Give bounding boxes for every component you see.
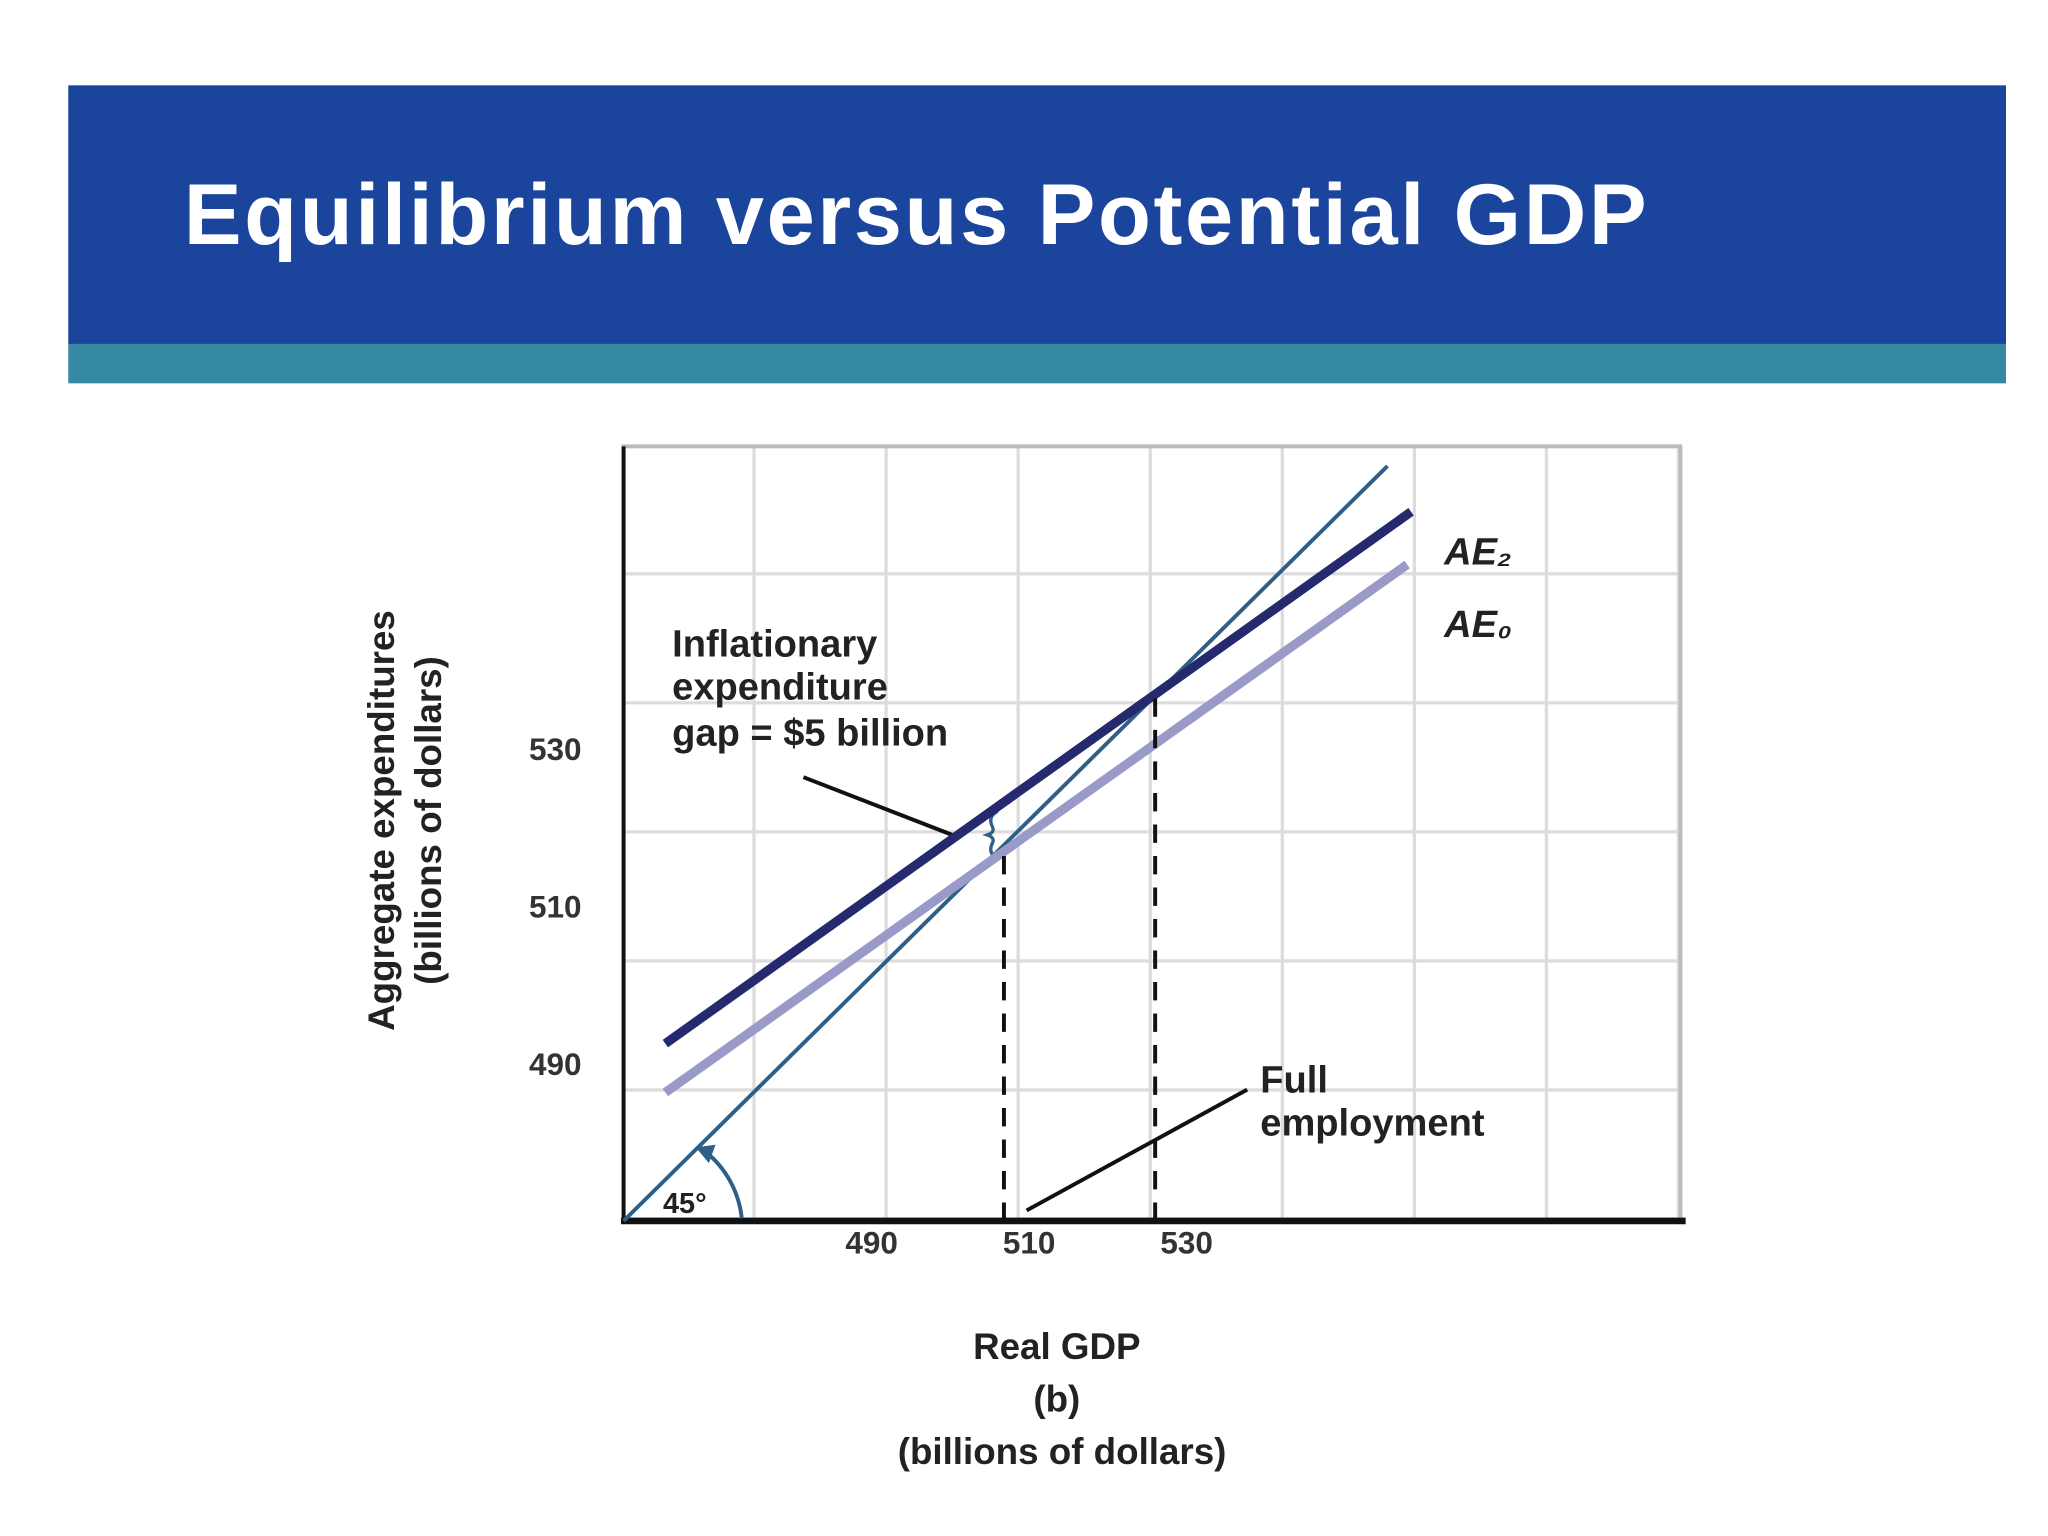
y-axis-unit: (billions of dollars) — [408, 656, 449, 985]
x-axis-unit: (billions of dollars) — [898, 1431, 1227, 1472]
annotation: expenditure — [672, 667, 888, 709]
series-line — [622, 464, 1389, 1223]
series-line — [662, 560, 1410, 1097]
header-bar — [68, 85, 2006, 344]
pointer — [802, 775, 957, 839]
annotation: gap = $5 billion — [672, 713, 948, 755]
legend-label: AE₂ — [1443, 531, 1511, 573]
gap-brace — [982, 809, 999, 861]
annotation: employment — [1260, 1103, 1485, 1145]
x-tick-label: 490 — [845, 1225, 898, 1261]
legend-label: AE₀ — [1443, 604, 1512, 646]
x-axis-label: Real GDP — [973, 1326, 1140, 1367]
subtitle: (b) — [1033, 1378, 1080, 1419]
x-tick-label: 510 — [1003, 1225, 1056, 1261]
slide-title: Equilibrium versus Potential GDP — [184, 167, 1650, 263]
angle-arrow — [695, 1144, 716, 1164]
series-line — [662, 508, 1414, 1048]
plot — [620, 444, 1686, 1225]
x-tick-label: 530 — [1160, 1225, 1213, 1261]
annotation: Inflationary — [672, 623, 877, 665]
y-axis-label: Aggregate expenditures — [361, 610, 402, 1031]
angle-label: 45° — [663, 1188, 707, 1220]
y-tick-label: 510 — [529, 889, 582, 925]
y-tick-label: 490 — [529, 1046, 582, 1082]
header-strip — [68, 343, 2006, 384]
pointer — [1025, 1087, 1249, 1213]
y-tick-label: 530 — [529, 731, 582, 767]
annotation: Full — [1260, 1059, 1328, 1101]
grid — [621, 444, 1683, 1223]
marks — [622, 464, 1414, 1223]
